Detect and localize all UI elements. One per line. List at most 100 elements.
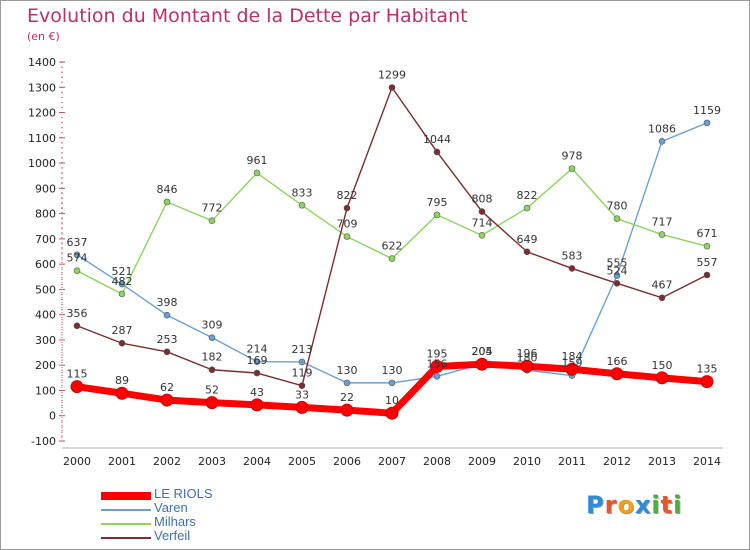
data-point-verfeil: [703, 271, 711, 279]
legend-swatch: [101, 523, 151, 525]
data-point-le-riols: [385, 406, 399, 420]
x-tick-label: 2001: [108, 455, 136, 468]
x-tick-label: 2005: [288, 455, 316, 468]
data-label-milhars: 833: [292, 186, 313, 199]
data-label-varen: 130: [337, 364, 358, 377]
data-point-varen: [253, 358, 261, 365]
data-label-milhars: 709: [337, 218, 358, 231]
proxiti-logo: Proxiti: [586, 491, 682, 519]
data-point-verfeil: [253, 369, 261, 377]
y-tick-label: 600: [35, 258, 56, 271]
data-label-le-riols: 52: [205, 384, 219, 397]
data-label-le-riols: 43: [250, 386, 264, 399]
data-label-verfeil: 119: [292, 367, 313, 380]
y-tick-label: 1000: [28, 157, 56, 170]
data-point-milhars: [73, 267, 81, 275]
data-label-le-riols: 22: [340, 391, 354, 404]
y-tick-label: 0: [49, 410, 56, 423]
y-tick-label: 1100: [28, 132, 56, 145]
data-label-verfeil: 808: [472, 193, 493, 206]
data-label-verfeil: 356: [67, 307, 88, 320]
data-point-verfeil: [388, 84, 396, 91]
y-tick-label: 300: [35, 334, 56, 347]
data-label-varen: 637: [67, 236, 88, 249]
x-tick-label: 2009: [468, 455, 496, 468]
data-point-varen: [658, 138, 666, 145]
data-point-verfeil: [478, 208, 486, 215]
data-label-varen: 205: [472, 345, 493, 358]
data-label-milhars: 795: [427, 196, 448, 209]
data-point-varen: [163, 311, 171, 319]
data-label-varen: 156: [427, 357, 448, 370]
logo-letter: P: [586, 491, 605, 519]
data-point-le-riols: [610, 367, 624, 381]
data-point-milhars: [388, 255, 396, 262]
legend-label: LE RIOLS: [154, 486, 213, 501]
data-label-milhars: 961: [247, 154, 268, 167]
data-point-milhars: [343, 233, 351, 240]
logo-letter: i: [673, 491, 683, 519]
x-tick-label: 2006: [333, 455, 361, 468]
x-tick-label: 2013: [648, 455, 676, 468]
data-point-le-riols: [565, 362, 579, 376]
data-label-le-riols: 204: [472, 345, 493, 358]
data-point-le-riols: [700, 375, 714, 389]
data-point-le-riols: [250, 398, 264, 412]
data-point-milhars: [658, 231, 666, 238]
legend-swatch: [101, 537, 151, 539]
logo-letter: r: [604, 491, 618, 519]
data-label-le-riols: 196: [517, 347, 538, 360]
data-point-verfeil: [613, 280, 621, 287]
data-point-varen: [298, 358, 306, 366]
data-label-milhars: 574: [67, 252, 88, 265]
data-label-milhars: 622: [382, 240, 403, 253]
data-label-le-riols: 150: [652, 359, 673, 372]
data-point-milhars: [118, 290, 126, 298]
y-tick-label: 900: [35, 182, 56, 195]
legend-label: Milhars: [154, 514, 196, 529]
data-point-le-riols: [160, 393, 174, 407]
data-label-le-riols: 10: [385, 394, 399, 407]
data-point-milhars: [253, 169, 261, 177]
data-point-le-riols: [520, 359, 534, 373]
data-label-milhars: 717: [652, 216, 673, 229]
x-tick-label: 2011: [558, 455, 586, 468]
data-point-verfeil: [343, 204, 351, 212]
data-point-varen: [208, 334, 216, 341]
data-label-varen: 1086: [648, 122, 676, 135]
data-label-verfeil: 583: [562, 249, 583, 262]
legend-label: Verfeil: [154, 528, 191, 543]
y-tick-label: 500: [35, 283, 56, 296]
x-tick-label: 2012: [603, 455, 631, 468]
data-label-le-riols: 195: [427, 347, 448, 360]
y-tick-label: 100: [35, 384, 56, 397]
y-tick-label: -100: [31, 435, 56, 448]
data-label-milhars: 822: [517, 189, 538, 202]
data-point-verfeil: [433, 148, 441, 156]
y-tick-label: 700: [35, 233, 56, 246]
data-label-varen: 555: [607, 257, 628, 270]
data-point-varen: [73, 251, 81, 259]
data-label-varen: 159: [562, 357, 583, 370]
data-label-le-riols: 135: [697, 363, 718, 376]
x-tick-label: 2008: [423, 455, 451, 468]
data-label-verfeil: 467: [652, 279, 673, 292]
data-label-milhars: 772: [202, 202, 223, 215]
data-point-le-riols: [655, 371, 669, 385]
data-point-verfeil: [73, 322, 81, 330]
y-tick-label: 400: [35, 309, 56, 322]
data-point-varen: [118, 280, 126, 288]
data-point-milhars: [703, 242, 711, 250]
data-point-le-riols: [430, 359, 444, 373]
data-label-verfeil: 1299: [378, 69, 406, 82]
logo-letter: t: [660, 491, 674, 519]
data-label-milhars: 978: [562, 150, 583, 163]
chart-unit-label: (en €): [27, 30, 60, 43]
data-point-milhars: [298, 201, 306, 209]
data-point-varen: [433, 373, 441, 380]
data-label-verfeil: 524: [607, 264, 628, 277]
data-point-milhars: [568, 165, 576, 172]
logo-letter: o: [617, 491, 635, 519]
